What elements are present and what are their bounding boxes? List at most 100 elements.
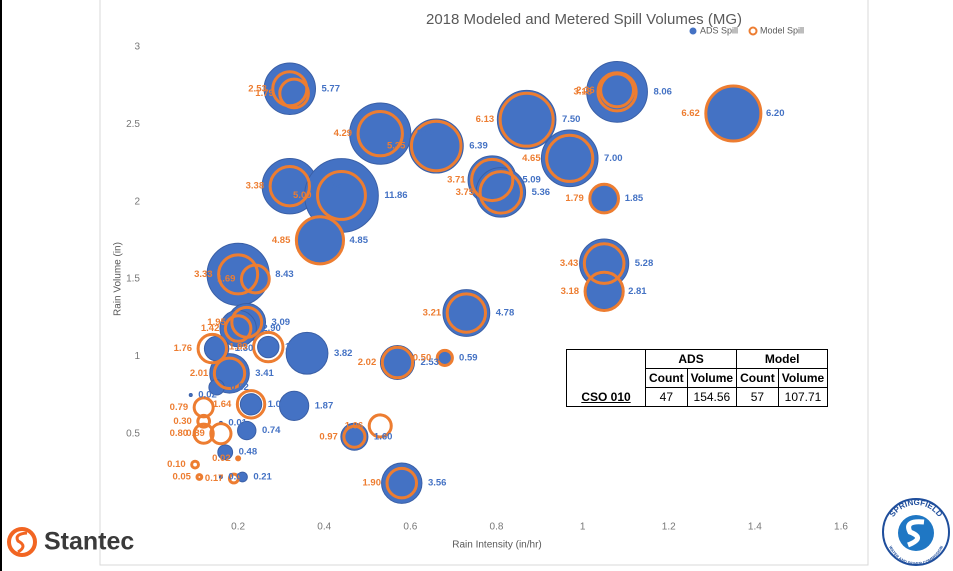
- ads-bubble: [586, 60, 648, 123]
- data-label: 5.09: [522, 175, 541, 186]
- x-tick-label: 0.2: [231, 522, 245, 533]
- model-bubble: [445, 292, 488, 334]
- data-label: 7.00: [604, 153, 623, 164]
- stantec-logo-text: Stantec: [44, 528, 134, 556]
- summary-table: ADS Model Count Volume Count Volume CSO …: [566, 349, 829, 407]
- model-bubble: [192, 422, 215, 445]
- data-label: 2.02: [358, 357, 377, 368]
- data-label: 7.50: [562, 114, 581, 125]
- model-bubble: [385, 466, 419, 500]
- model-bubble: [498, 91, 555, 148]
- x-axis-label: Rain Intensity (in/hr): [452, 540, 541, 551]
- data-label: 0.80: [170, 428, 189, 439]
- data-label: 6.20: [766, 108, 785, 119]
- ads-bubble: [496, 89, 557, 150]
- data-label: 11.86: [384, 190, 407, 201]
- data-label: 1.30: [235, 343, 254, 354]
- y-tick-label: 1: [134, 351, 140, 362]
- data-label: 0.17: [205, 473, 224, 484]
- data-label: 0.30: [173, 416, 192, 427]
- y-tick-label: 0.5: [126, 428, 140, 439]
- data-label: 1.69: [217, 274, 236, 285]
- data-label: 0.79: [170, 402, 189, 413]
- data-label: 0.01: [228, 471, 247, 482]
- table-cell: 57: [736, 387, 779, 407]
- model-bubble: [582, 242, 626, 285]
- model-bubble: [195, 473, 204, 481]
- chart-title: 2018 Modeled and Metered Spill Volumes (…: [426, 11, 742, 28]
- data-label: 5.28: [635, 258, 654, 269]
- table-cell: 154.56: [686, 387, 738, 407]
- model-bubble: [704, 84, 763, 143]
- data-label: 0.02: [198, 390, 217, 401]
- y-tick-label: 3: [134, 42, 140, 53]
- data-label: 1.79: [255, 88, 274, 99]
- y-tick-label: 2.5: [126, 119, 140, 130]
- ads-bubble: [217, 444, 234, 461]
- data-label: 0.05: [172, 471, 191, 482]
- data-label: 0.21: [253, 471, 272, 482]
- legend-marker: [689, 27, 697, 35]
- data-label: 2.90: [262, 323, 281, 334]
- y-tick-label: 2: [134, 196, 140, 207]
- y-tick-label: 1.5: [126, 274, 140, 285]
- data-label: 1.76: [174, 343, 193, 354]
- ads-bubble: [257, 335, 280, 359]
- data-label: 2.36: [576, 85, 595, 96]
- model-bubble: [217, 253, 260, 296]
- springfield-logo-s: [906, 519, 925, 548]
- data-label: 8.06: [653, 86, 672, 97]
- stantec-logo-s: [15, 531, 28, 554]
- model-bubble: [316, 170, 367, 221]
- data-label: 0.02: [212, 453, 231, 464]
- model-bubble: [235, 389, 267, 420]
- model-bubble: [196, 413, 212, 429]
- x-tick-label: 1.6: [834, 522, 848, 533]
- chart-frame: [99, 0, 869, 566]
- x-tick-label: 1: [580, 522, 586, 533]
- model-bubble: [588, 182, 620, 215]
- ads-bubble: [408, 118, 464, 174]
- model-bubble: [599, 72, 636, 109]
- legend-label: ADS Spill: [700, 25, 738, 35]
- y-axis-label: Rain Volume (in): [113, 242, 124, 316]
- data-label: 8.43: [275, 269, 294, 280]
- data-label: 1.64: [213, 399, 232, 410]
- data-label: 3.56: [428, 478, 447, 489]
- table-cell: 107.71: [777, 387, 829, 407]
- data-label: 6.68: [323, 181, 342, 192]
- ads-bubble: [218, 474, 223, 479]
- model-bubble: [223, 314, 253, 343]
- data-label: 8.19: [417, 128, 436, 139]
- model-bubble: [190, 459, 200, 470]
- table-subheader: Volume: [686, 368, 738, 388]
- data-label: 5.35: [387, 141, 406, 152]
- data-label: 6.13: [476, 114, 495, 125]
- ads-bubble: [278, 390, 310, 421]
- table-cell: 47: [645, 387, 688, 407]
- data-label: 0.10: [167, 459, 186, 470]
- model-bubble: [252, 330, 285, 364]
- data-label: 2.53: [248, 83, 267, 94]
- model-bubble: [583, 270, 625, 312]
- data-label: 0.52: [230, 382, 249, 393]
- data-label: 1.60: [374, 431, 393, 442]
- data-label: 1.90: [363, 478, 382, 489]
- table-corner: [566, 349, 646, 388]
- data-label: 1.00: [285, 342, 304, 353]
- data-label: 1.06: [345, 420, 364, 431]
- ads-bubble: [540, 129, 599, 188]
- model-bubble: [239, 263, 271, 295]
- ads-bubble: [285, 331, 329, 375]
- table-header: ADS: [644, 349, 738, 369]
- data-label: 0.97: [319, 431, 338, 442]
- ads-bubble: [442, 289, 491, 337]
- model-bubble: [235, 455, 242, 462]
- data-label: 3.38: [246, 181, 265, 192]
- data-label: 0.59: [459, 352, 478, 363]
- data-label: 2.53: [420, 357, 439, 368]
- model-bubble: [227, 472, 240, 485]
- table-subheader: Count: [736, 368, 779, 388]
- data-label: 1.42: [201, 323, 220, 334]
